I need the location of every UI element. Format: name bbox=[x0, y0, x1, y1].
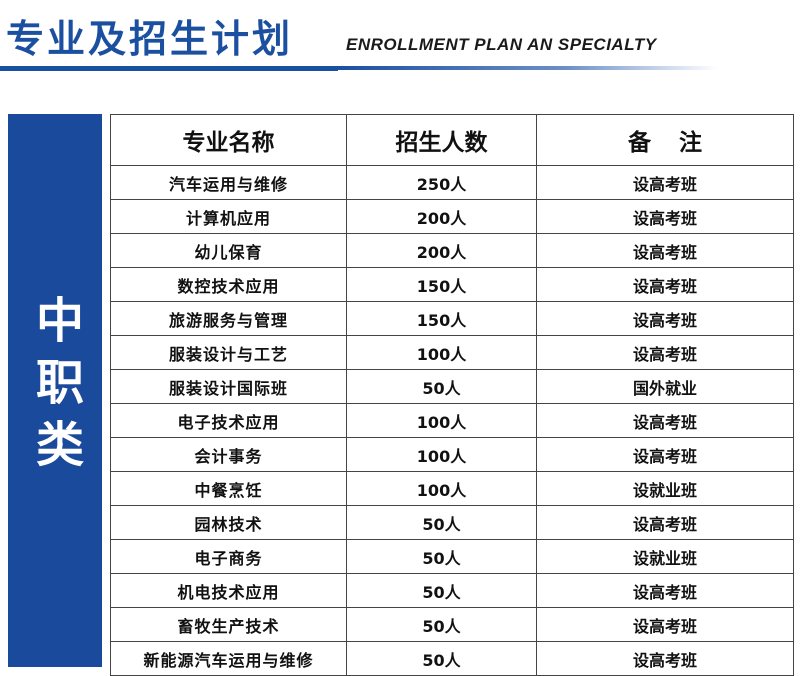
remarks-cell: 设高考班 bbox=[536, 267, 794, 302]
specialty-name-cell: 汽车运用与维修 bbox=[110, 165, 347, 200]
remarks-cell: 设高考班 bbox=[536, 641, 794, 676]
table-body: 汽车运用与维修 250人 设高考班 计算机应用 200人 设高考班 幼儿保育 200人 设高考班… bbox=[110, 165, 794, 676]
specialty-name-cell: 数控技术应用 bbox=[110, 267, 347, 302]
table-row: 电子技术应用 100人 设高考班 bbox=[110, 403, 794, 438]
table-header-row: 专业名称 招生人数 备注 bbox=[110, 114, 794, 166]
table-row: 计算机应用 200人 设高考班 bbox=[110, 199, 794, 234]
category-label: 中职类 bbox=[27, 294, 83, 481]
enrollment-count-cell: 150人 bbox=[346, 267, 537, 302]
enrollment-count-cell: 100人 bbox=[346, 437, 537, 472]
enrollment-count-cell: 50人 bbox=[346, 369, 537, 404]
table-row: 园林技术 50人 设高考班 bbox=[110, 505, 794, 540]
specialty-name-cell: 新能源汽车运用与维修 bbox=[110, 641, 347, 676]
enrollment-count-cell: 50人 bbox=[346, 607, 537, 642]
title-underline bbox=[0, 66, 338, 71]
header-enrollment-count: 招生人数 bbox=[346, 114, 537, 166]
enrollment-count-cell: 200人 bbox=[346, 233, 537, 268]
table-row: 会计事务 100人 设高考班 bbox=[110, 437, 794, 472]
table-row: 服装设计国际班 50人 国外就业 bbox=[110, 369, 794, 404]
table-row: 汽车运用与维修 250人 设高考班 bbox=[110, 165, 794, 200]
enrollment-count-cell: 50人 bbox=[346, 539, 537, 574]
enrollment-count-cell: 50人 bbox=[346, 505, 537, 540]
specialty-name-cell: 服装设计国际班 bbox=[110, 369, 347, 404]
page-header: 专业及招生计划 ENROLLMENT PLAN AN SPECIALTY bbox=[0, 0, 802, 90]
specialty-name-cell: 畜牧生产技术 bbox=[110, 607, 347, 642]
table-row: 新能源汽车运用与维修 50人 设高考班 bbox=[110, 641, 794, 676]
remarks-cell: 设高考班 bbox=[536, 505, 794, 540]
specialty-name-cell: 中餐烹饪 bbox=[110, 471, 347, 506]
remarks-cell: 设高考班 bbox=[536, 335, 794, 370]
specialty-name-cell: 电子商务 bbox=[110, 539, 347, 574]
page-title: 专业及招生计划 bbox=[6, 17, 294, 61]
remarks-cell: 设就业班 bbox=[536, 539, 794, 574]
table-row: 电子商务 50人 设就业班 bbox=[110, 539, 794, 574]
enrollment-plan-table: 专业名称 招生人数 备注 汽车运用与维修 250人 设高考班 计算机应用 200人 设高考… bbox=[110, 114, 794, 676]
enrollment-count-cell: 100人 bbox=[346, 471, 537, 506]
specialty-name-cell: 幼儿保育 bbox=[110, 233, 347, 268]
specialty-name-cell: 服装设计与工艺 bbox=[110, 335, 347, 370]
table-row: 服装设计与工艺 100人 设高考班 bbox=[110, 335, 794, 370]
header-specialty-name: 专业名称 bbox=[110, 114, 347, 166]
specialty-name-cell: 计算机应用 bbox=[110, 199, 347, 234]
enrollment-count-cell: 50人 bbox=[346, 573, 537, 608]
specialty-name-cell: 机电技术应用 bbox=[110, 573, 347, 608]
remarks-cell: 国外就业 bbox=[536, 369, 794, 404]
remarks-cell: 设高考班 bbox=[536, 607, 794, 642]
enrollment-count-cell: 200人 bbox=[346, 199, 537, 234]
table-row: 畜牧生产技术 50人 设高考班 bbox=[110, 607, 794, 642]
table-row: 机电技术应用 50人 设高考班 bbox=[110, 573, 794, 608]
enrollment-count-cell: 150人 bbox=[346, 301, 537, 336]
remarks-cell: 设高考班 bbox=[536, 199, 794, 234]
remarks-cell: 设就业班 bbox=[536, 471, 794, 506]
enrollment-count-cell: 100人 bbox=[346, 403, 537, 438]
category-label-box: 中职类 bbox=[8, 114, 102, 667]
enrollment-count-cell: 250人 bbox=[346, 165, 537, 200]
remarks-cell: 设高考班 bbox=[536, 403, 794, 438]
specialty-name-cell: 园林技术 bbox=[110, 505, 347, 540]
remarks-cell: 设高考班 bbox=[536, 437, 794, 472]
enrollment-count-cell: 100人 bbox=[346, 335, 537, 370]
page-subtitle-english: ENROLLMENT PLAN AN SPECIALTY bbox=[346, 35, 657, 54]
remarks-cell: 设高考班 bbox=[536, 165, 794, 200]
table-row: 幼儿保育 200人 设高考班 bbox=[110, 233, 794, 268]
remarks-cell: 设高考班 bbox=[536, 233, 794, 268]
enrollment-count-cell: 50人 bbox=[346, 641, 537, 676]
specialty-name-cell: 会计事务 bbox=[110, 437, 347, 472]
table-row: 旅游服务与管理 150人 设高考班 bbox=[110, 301, 794, 336]
header-remarks: 备注 bbox=[536, 114, 794, 166]
table-row: 中餐烹饪 100人 设就业班 bbox=[110, 471, 794, 506]
specialty-name-cell: 旅游服务与管理 bbox=[110, 301, 347, 336]
table-row: 数控技术应用 150人 设高考班 bbox=[110, 267, 794, 302]
specialty-name-cell: 电子技术应用 bbox=[110, 403, 347, 438]
title-underline-gradient bbox=[338, 66, 718, 70]
remarks-cell: 设高考班 bbox=[536, 573, 794, 608]
remarks-cell: 设高考班 bbox=[536, 301, 794, 336]
